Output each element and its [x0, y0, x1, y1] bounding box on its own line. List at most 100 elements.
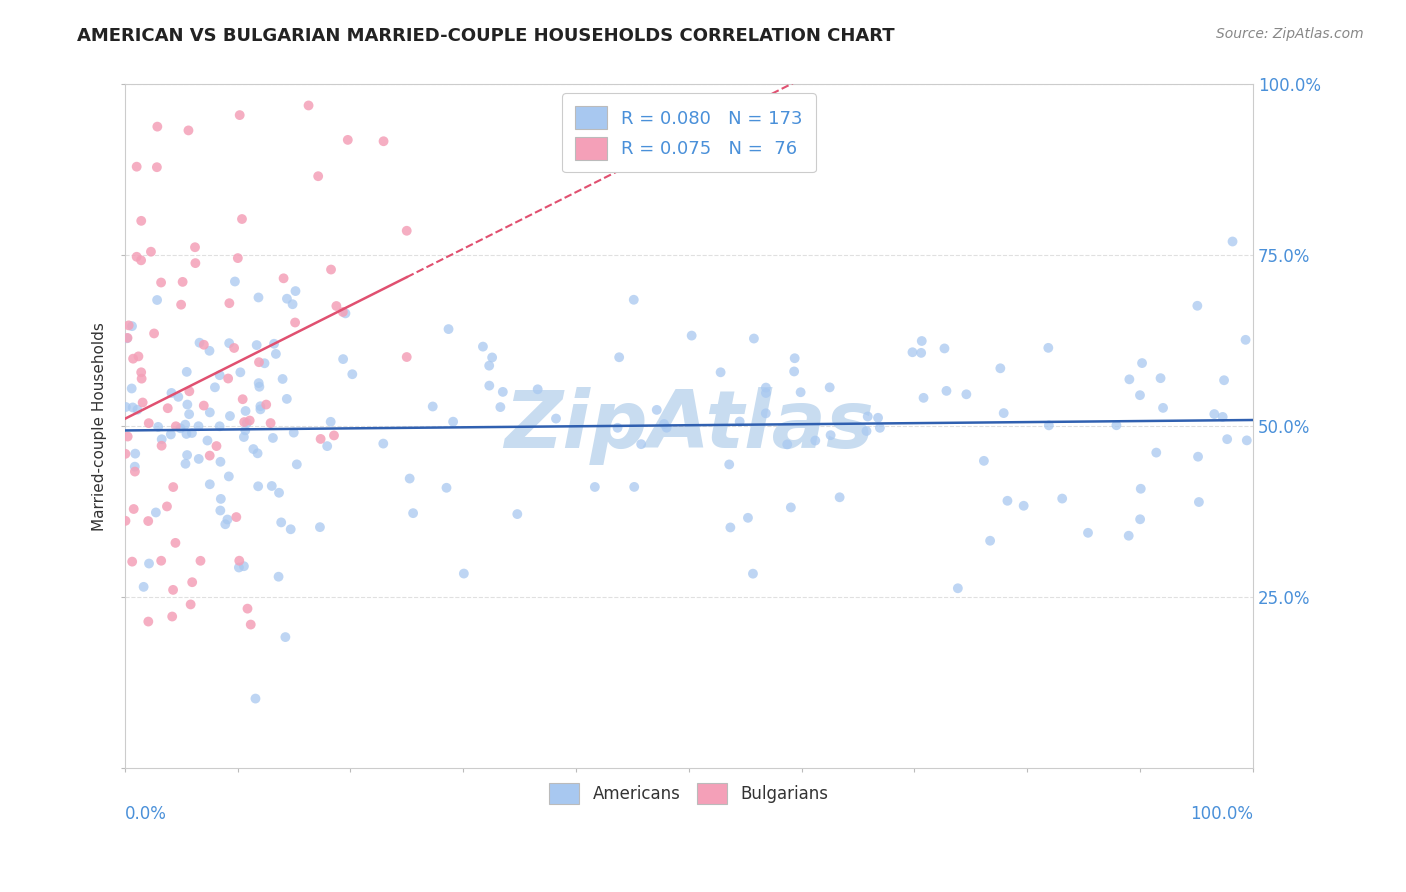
Point [232, 559, 254, 574]
Point [254, 398, 277, 412]
Point [855, 424, 877, 438]
Point [273, 271, 295, 285]
Text: ZipAtlas: ZipAtlas [503, 387, 873, 465]
Point [789, 385, 811, 400]
Point [176, 426, 198, 441]
Point [655, 420, 678, 434]
Y-axis label: Married-couple Households: Married-couple Households [93, 322, 107, 531]
Point [283, 425, 305, 440]
Legend: Americans, Bulgarians: Americans, Bulgarians [543, 776, 835, 811]
Point [395, 350, 418, 364]
Point [209, 491, 232, 506]
Point [1188, 495, 1211, 509]
Point [1222, 235, 1244, 249]
Point [247, 376, 270, 390]
Point [160, 609, 183, 624]
Point [204, 380, 226, 394]
Point [176, 365, 198, 379]
Point [1213, 373, 1236, 387]
Point [1105, 418, 1128, 433]
Text: 100.0%: 100.0% [1189, 805, 1253, 823]
Point [229, 365, 252, 379]
Point [114, 447, 136, 461]
Point [1212, 409, 1234, 424]
Point [180, 598, 202, 612]
Point [127, 402, 149, 417]
Point [228, 554, 250, 568]
Point [285, 458, 308, 472]
Point [209, 503, 232, 517]
Point [232, 430, 254, 444]
Point [1187, 450, 1209, 464]
Point [236, 416, 259, 430]
Point [253, 356, 276, 370]
Point [124, 465, 146, 479]
Point [1152, 401, 1174, 415]
Point [249, 399, 271, 413]
Point [441, 415, 464, 429]
Point [912, 391, 935, 405]
Point [630, 437, 652, 451]
Point [262, 431, 284, 445]
Point [184, 256, 207, 270]
Point [319, 262, 342, 277]
Point [247, 479, 270, 493]
Point [233, 415, 256, 429]
Point [373, 134, 395, 148]
Point [1129, 388, 1152, 402]
Point [127, 350, 149, 364]
Point [737, 511, 759, 525]
Point [260, 479, 283, 493]
Point [208, 419, 231, 434]
Point [979, 533, 1001, 548]
Point [323, 428, 346, 442]
Point [946, 581, 969, 595]
Point [1216, 432, 1239, 446]
Point [176, 448, 198, 462]
Point [1038, 341, 1060, 355]
Point [1118, 372, 1140, 386]
Point [471, 340, 494, 354]
Point [228, 560, 250, 574]
Point [1149, 371, 1171, 385]
Point [246, 446, 269, 460]
Point [125, 160, 148, 174]
Point [988, 361, 1011, 376]
Point [193, 338, 215, 352]
Point [993, 406, 1015, 420]
Point [176, 398, 198, 412]
Point [156, 401, 179, 416]
Point [217, 371, 239, 385]
Point [224, 275, 246, 289]
Point [170, 298, 193, 312]
Point [934, 342, 956, 356]
Point [276, 392, 298, 406]
Point [146, 293, 169, 307]
Point [239, 413, 262, 427]
Point [718, 520, 741, 534]
Point [143, 326, 166, 341]
Point [169, 421, 191, 435]
Point [198, 343, 221, 358]
Point [209, 455, 232, 469]
Point [1129, 482, 1152, 496]
Point [218, 469, 240, 483]
Point [911, 334, 934, 348]
Point [402, 506, 425, 520]
Point [138, 557, 160, 571]
Point [606, 421, 628, 435]
Point [167, 390, 190, 404]
Point [1012, 499, 1035, 513]
Point [779, 500, 801, 515]
Point [710, 365, 733, 379]
Point [316, 439, 339, 453]
Point [742, 566, 765, 581]
Point [935, 384, 957, 398]
Point [319, 415, 342, 429]
Point [129, 214, 152, 228]
Point [124, 459, 146, 474]
Point [263, 336, 285, 351]
Point [115, 331, 138, 345]
Point [124, 447, 146, 461]
Point [205, 439, 228, 453]
